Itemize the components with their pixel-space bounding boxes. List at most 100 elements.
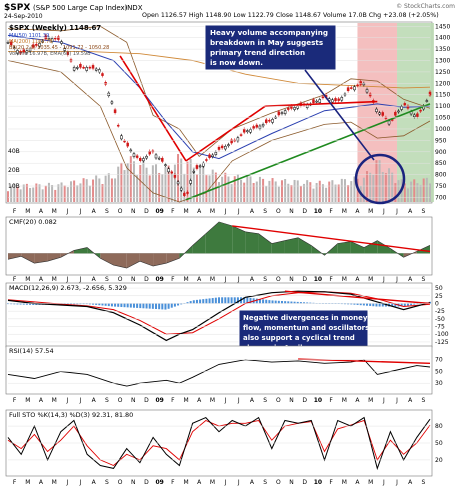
- candle-body: [60, 41, 63, 44]
- x-tick-14: A: [197, 208, 202, 215]
- volume-bar: [403, 183, 406, 202]
- candle-body: [120, 135, 123, 140]
- price-y-tick-8: 1050: [435, 115, 450, 122]
- volume-bar: [337, 184, 340, 202]
- volume-bar: [199, 165, 202, 202]
- macd-histogram-bar: [366, 303, 369, 306]
- candle-body: [249, 129, 252, 133]
- macd-histogram-bar: [195, 299, 198, 304]
- candle-body: [337, 98, 340, 101]
- volume-bar: [57, 184, 60, 202]
- x-tick-22: D: [302, 479, 307, 486]
- x-tick-24: F: [329, 208, 333, 215]
- volume-bar: [224, 172, 227, 202]
- annotation-mid-line-2: flow, momentum and oscillators: [243, 324, 369, 332]
- x-tick-19: S: [263, 397, 267, 404]
- volume-bar: [236, 174, 239, 202]
- price-y-tick-2: 1350: [435, 46, 450, 53]
- volume-bar: [406, 188, 409, 202]
- macd-histogram-bar: [268, 300, 271, 304]
- x-tick-20: O: [276, 479, 281, 486]
- legend-volume: Volume 16.97B, EMA(60) 19.59B: [9, 51, 91, 57]
- macd-histogram-bar: [378, 303, 381, 307]
- candle-body: [41, 40, 44, 43]
- price-y-tick-10: 950: [435, 137, 447, 144]
- volume-bar: [19, 189, 22, 202]
- volume-bar: [44, 185, 47, 202]
- x-tick-11: 09: [155, 397, 163, 404]
- x-tick-26: A: [355, 276, 360, 283]
- volume-bar: [378, 160, 381, 202]
- volume-bar: [158, 172, 161, 202]
- x-tick-13: M: [183, 479, 188, 486]
- x-tick-20: O: [276, 276, 281, 283]
- macd-y-tick-5: -75: [435, 324, 445, 331]
- macd-histogram-bar: [306, 302, 309, 304]
- macd-histogram-bar: [246, 297, 249, 304]
- candle-body: [340, 97, 344, 101]
- candle-body: [22, 49, 25, 53]
- x-tick-28: J: [382, 208, 385, 215]
- macd-histogram-bar: [7, 303, 9, 305]
- volume-bar: [230, 184, 233, 202]
- macd-histogram-bar: [340, 303, 343, 305]
- annotation-mid-line-1: Negative divergences in money: [243, 314, 368, 322]
- x-tick-27: M: [368, 397, 373, 404]
- x-tick-1: M: [25, 276, 30, 283]
- candle-body: [428, 91, 432, 96]
- macd-histogram-bar: [173, 303, 176, 307]
- rsi-line: [7, 359, 431, 387]
- x-tick-12: F: [171, 479, 175, 486]
- x-tick-19: S: [263, 276, 267, 283]
- x-tick-30: A: [408, 276, 413, 283]
- volume-bar: [129, 156, 132, 202]
- x-axis-cmf: F M A M J J A S O N D 09 F M A M J J A S O N D 10 F M A M J J A S: [13, 276, 426, 283]
- macd-histogram-bar: [309, 302, 312, 304]
- volume-bar: [422, 178, 425, 202]
- candle-body: [205, 159, 208, 161]
- candle-body: [346, 87, 350, 92]
- x-tick-13: M: [183, 208, 188, 215]
- macd-histogram-bar: [69, 303, 72, 305]
- volume-bar: [173, 164, 176, 202]
- volume-bar: [35, 183, 38, 202]
- volume-bar: [107, 173, 110, 202]
- x-tick-12: F: [171, 208, 175, 215]
- x-tick-21: N: [289, 397, 294, 404]
- x-tick-0: F: [13, 397, 17, 404]
- volume-bar: [343, 179, 346, 202]
- macd-y-tick-6: -100: [435, 331, 449, 338]
- candle-body: [236, 137, 240, 142]
- symbol: $SPX: [4, 3, 30, 13]
- x-tick-29: J: [395, 479, 398, 486]
- macd-y-tick-0: 50: [435, 285, 443, 292]
- volume-bar: [47, 182, 50, 202]
- volume-bar: [394, 183, 397, 202]
- macd-histogram-bar: [110, 303, 113, 307]
- x-tick-1: M: [25, 479, 30, 486]
- macd-histogram-bar: [29, 303, 32, 305]
- x-tick-9: N: [131, 479, 136, 486]
- x-tick-29: J: [395, 276, 398, 283]
- cmf-area-segment: [100, 253, 114, 266]
- x-tick-10: D: [144, 276, 149, 283]
- x-tick-15: M: [210, 208, 215, 215]
- volume-bar: [429, 183, 431, 202]
- macd-histogram-bar: [262, 299, 265, 304]
- volume-bar: [252, 182, 255, 202]
- volume-bar: [347, 185, 350, 202]
- x-tick-25: M: [342, 276, 347, 283]
- volume-bar: [249, 176, 252, 202]
- x-tick-15: M: [210, 479, 215, 486]
- volume-bar: [104, 175, 107, 202]
- x-tick-18: A: [250, 276, 255, 283]
- volume-bar: [54, 189, 57, 202]
- candle-body: [261, 124, 265, 127]
- candle-body: [356, 84, 359, 87]
- x-tick-12: F: [171, 276, 175, 283]
- price-y-tick-15: 700: [435, 194, 447, 201]
- volume-bar: [397, 180, 400, 202]
- x-axis-stochastic: F M A M J J A S O N D 09 F M A M J J A S O N D 10 F M A M J J A S: [13, 479, 426, 486]
- x-tick-14: A: [197, 276, 202, 283]
- volume-bar: [318, 180, 321, 202]
